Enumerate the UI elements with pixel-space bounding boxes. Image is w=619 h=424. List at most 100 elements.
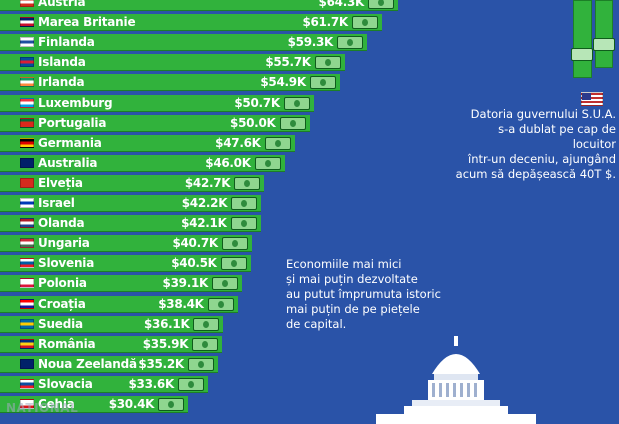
country-label: Elveția [38, 175, 83, 190]
money-icon [368, 0, 395, 9]
bar-row: Islanda $55.7K [0, 54, 385, 72]
country-flag-icon [20, 238, 34, 249]
country-flag-icon [20, 117, 34, 128]
value-label: $39.1K [162, 276, 209, 291]
country-flag-icon [20, 278, 34, 289]
country-flag-icon [20, 399, 34, 409]
country-label: Irlanda [38, 75, 85, 90]
money-icon [593, 38, 615, 51]
bar-row: Austria $64.3K [0, 0, 438, 11]
country-flag-icon [20, 358, 34, 369]
value-label: $40.5K [171, 256, 217, 271]
value-label: $35.2K [138, 356, 184, 371]
bar [0, 235, 252, 253]
money-icon [220, 257, 247, 271]
bar-row: Israel $42.2K [0, 195, 301, 212]
bar [0, 34, 368, 52]
bar [0, 355, 218, 373]
bar [0, 215, 261, 233]
country-flag-icon [20, 77, 34, 88]
value-label: $50.7K [234, 95, 280, 110]
value-label: $42.7K [184, 175, 231, 190]
bar-row: Portugalia $50.0K [0, 114, 350, 132]
country-flag-icon [20, 37, 34, 48]
money-icon [193, 317, 220, 331]
us-debt-note: Datoria guvernului S.U.A. s-a dublat pe … [455, 107, 616, 181]
country-flag-icon [20, 97, 34, 108]
country-label: Australia [38, 155, 98, 170]
value-label: $33.6K [128, 376, 175, 391]
country-label: Cehia [38, 397, 75, 411]
bar [0, 114, 310, 132]
value-label: $30.4K [108, 397, 155, 411]
country-label: Finlanda [38, 35, 95, 50]
bar-row: România $35.9K [0, 335, 262, 353]
value-label: $42.2K [181, 196, 228, 210]
country-label: Noua Zeelandă [38, 356, 137, 371]
country-label: Islanda [38, 55, 86, 70]
bar-row: Suedia $36.1K [0, 315, 263, 333]
bar-row: Slovacia $33.6K [0, 375, 248, 393]
money-icon [264, 136, 291, 150]
bar [0, 396, 189, 413]
country-flag-icon [20, 218, 34, 229]
us-flag-icon [581, 92, 603, 106]
value-label: $64.3K [318, 0, 365, 9]
country-label: Israel [38, 196, 75, 210]
money-icon [337, 36, 364, 50]
country-flag-icon [20, 157, 34, 168]
bar-row: Marea Britanie $61.7K [0, 14, 422, 32]
bar-row: Slovenia $40.5K [0, 255, 291, 273]
country-flag-icon [20, 198, 34, 208]
country-flag-icon [20, 0, 34, 7]
money-icon [158, 398, 185, 411]
bar-row: Australia $46.0K [0, 154, 325, 172]
country-label: Suedia [38, 316, 83, 331]
money-icon [254, 156, 281, 170]
country-label: Luxemburg [38, 95, 113, 110]
country-flag-icon [20, 338, 34, 349]
bar [0, 315, 224, 333]
country-label: Slovenia [38, 256, 95, 271]
bar [0, 94, 314, 112]
bar [0, 54, 345, 72]
capitol-illustration [376, 336, 536, 424]
money-icon [230, 217, 257, 231]
country-flag-icon [20, 298, 34, 309]
bar-row: Olanda $42.1K [0, 215, 301, 233]
value-label: $42.1K [181, 216, 227, 231]
bar [0, 174, 265, 192]
country-flag-icon [20, 17, 34, 28]
small-economies-note: Economiile mai mici și mai puțin dezvolt… [286, 257, 441, 331]
country-flag-icon [20, 57, 34, 68]
bar-row: Germania $47.6K [0, 134, 335, 152]
bar [0, 0, 399, 11]
country-label: Croația [38, 296, 86, 311]
bar [0, 275, 243, 293]
bar [0, 134, 295, 152]
money-icon [187, 357, 214, 371]
bar-row: Luxemburg $50.7K [0, 94, 354, 112]
country-label: Olanda [38, 216, 85, 231]
bar [0, 14, 382, 32]
money-icon [571, 48, 593, 61]
value-label: $36.1K [143, 316, 190, 331]
money-icon [351, 16, 378, 30]
value-label: $40.7K [172, 236, 218, 251]
money-icon [279, 116, 306, 130]
money-icon [283, 96, 310, 110]
bar-row: Polonia $39.1K [0, 275, 282, 293]
bar [0, 255, 251, 273]
value-label: $50.0K [230, 115, 276, 130]
country-flag-icon [20, 177, 34, 188]
money-icon [192, 337, 219, 351]
bar [0, 195, 262, 212]
money-icon [177, 377, 204, 391]
country-flag-icon [20, 258, 34, 269]
bar-row: Irlanda $54.9K [0, 74, 380, 92]
watermark: NATIONAL [6, 401, 79, 415]
bar [0, 74, 340, 92]
bar-row: Cehia $30.4K [0, 396, 228, 413]
country-label: Germania [38, 135, 102, 150]
